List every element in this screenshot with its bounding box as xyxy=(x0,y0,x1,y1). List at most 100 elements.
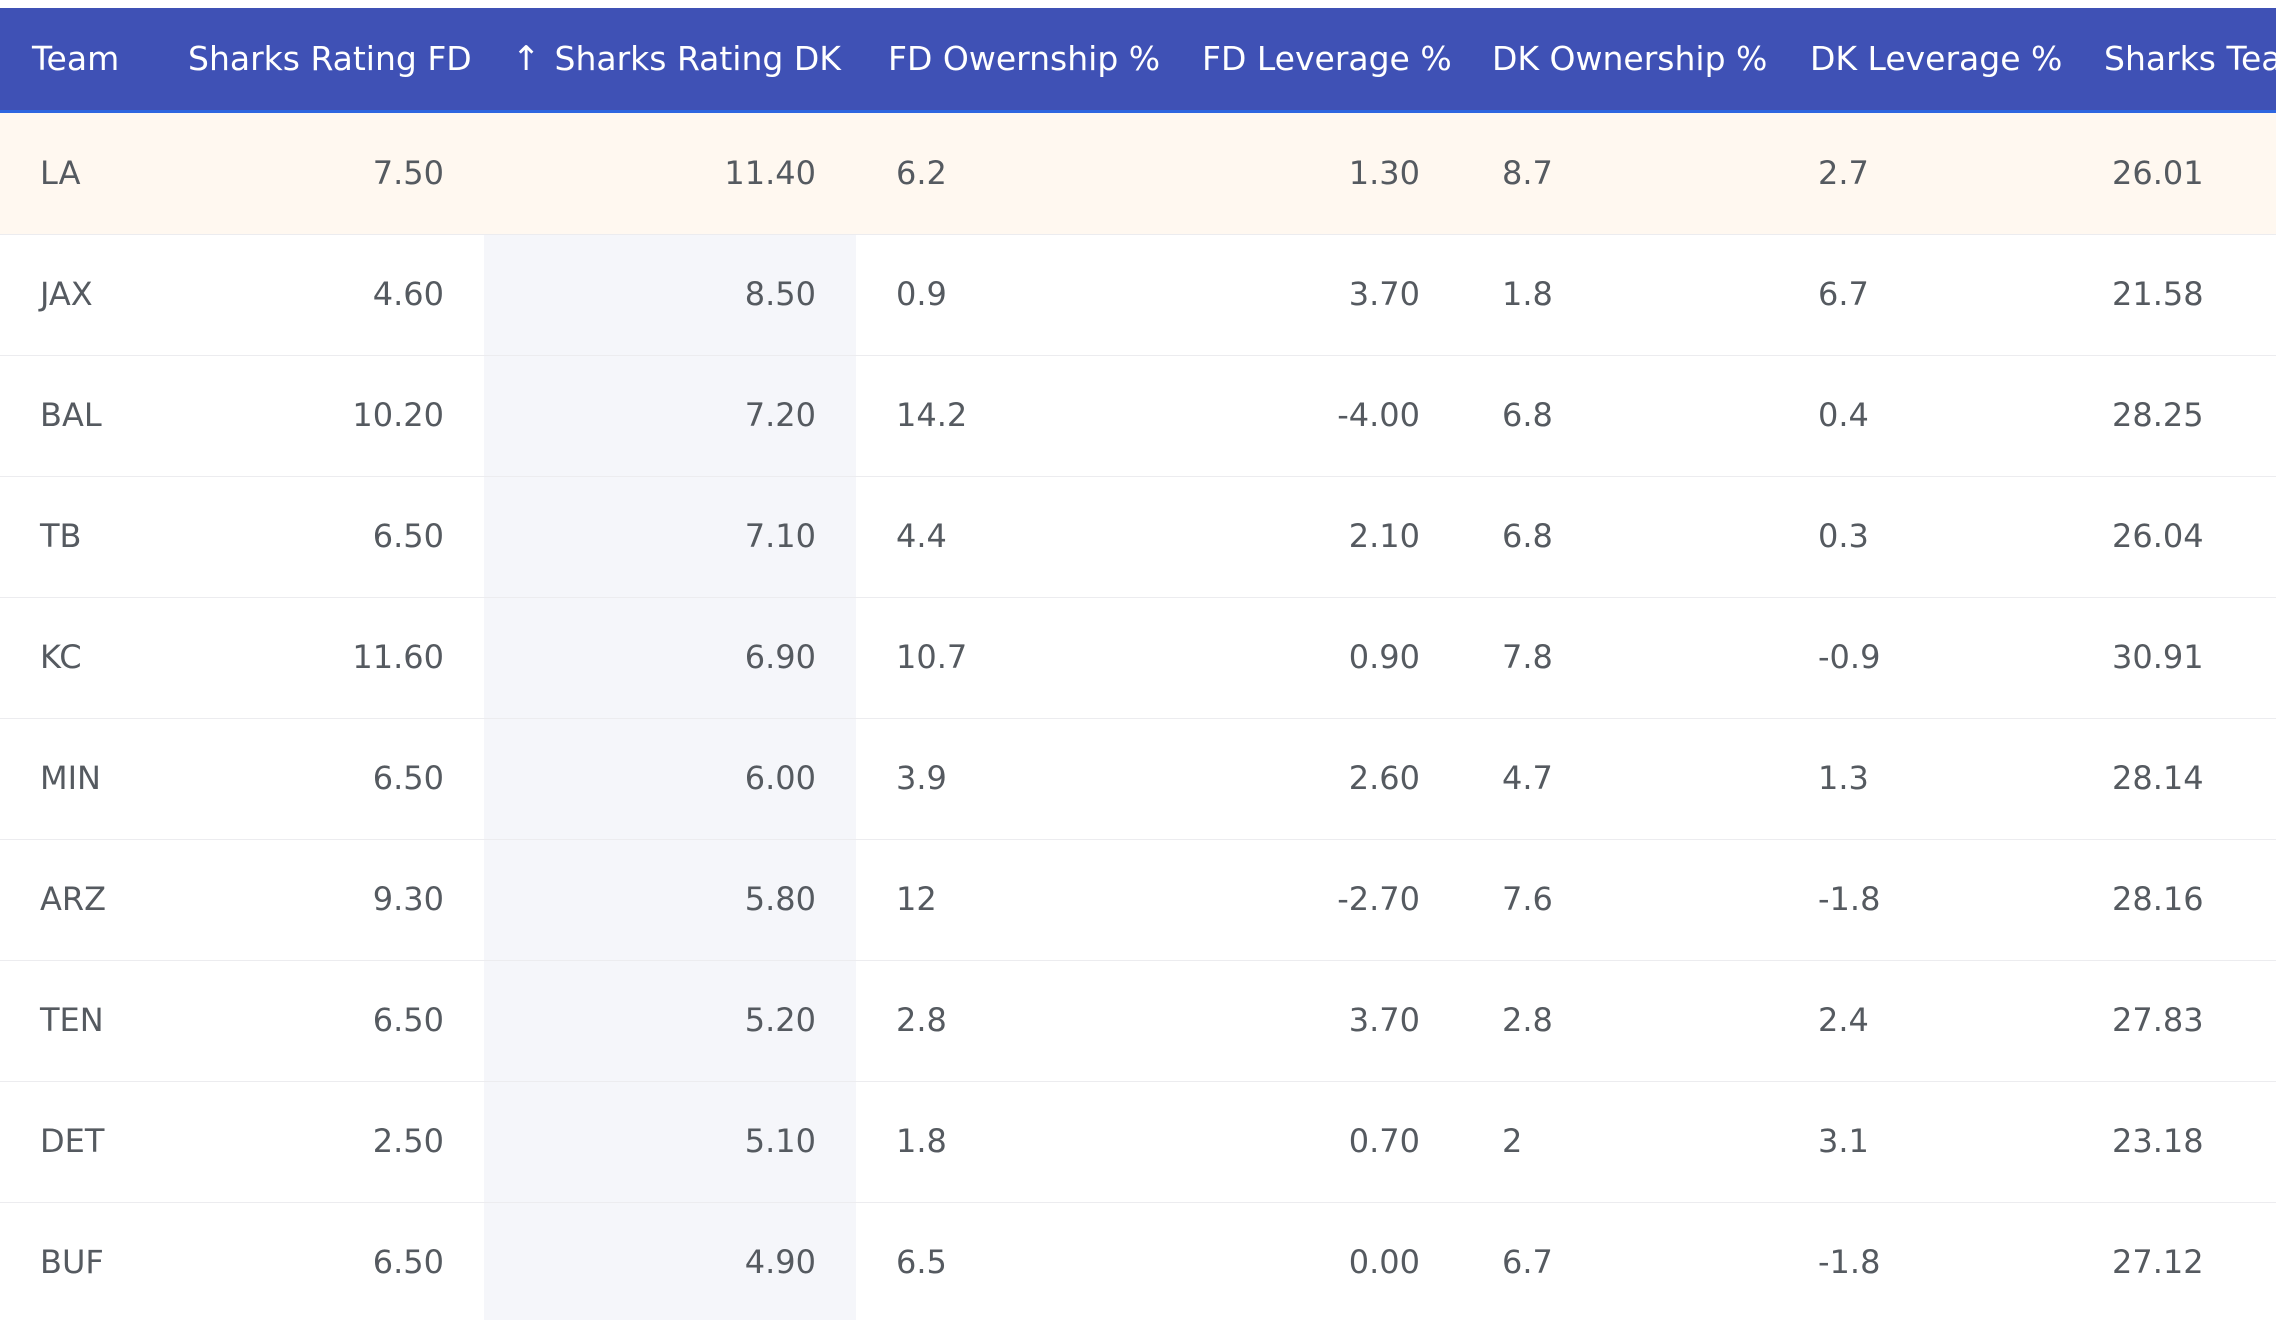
cell-sharks-rating-dk: 6.90 xyxy=(744,638,816,676)
cell-fd-ownership: 10.7 xyxy=(896,638,968,676)
cell-fd-leverage: 2.60 xyxy=(1348,759,1420,797)
cell-team: LA xyxy=(40,154,81,192)
cell-sharks-team: 30.91 xyxy=(2112,638,2204,676)
cell-sharks-team: 21.58 xyxy=(2112,275,2204,313)
cell-sharks-team: 26.01 xyxy=(2112,154,2204,192)
cell-dk-ownership: 7.6 xyxy=(1502,880,1553,918)
cell-dk-leverage: -0.9 xyxy=(1818,638,1881,676)
cell-dk-ownership: 6.8 xyxy=(1502,396,1553,434)
cell-dk-ownership: 8.7 xyxy=(1502,154,1553,192)
cell-team: TEN xyxy=(40,1001,104,1039)
cell-team: DET xyxy=(40,1122,105,1160)
column-header-label: Sharks Rating DK xyxy=(554,39,841,78)
cell-fd-leverage: 2.10 xyxy=(1348,517,1420,555)
cell-sharks-rating-fd: 7.50 xyxy=(372,154,444,192)
cell-dk-ownership: 2.8 xyxy=(1502,1001,1553,1039)
cell-dk-leverage: 2.7 xyxy=(1818,154,1869,192)
table-row[interactable]: MIN 6.50 6.00 3.9 2.60 4.7 1.3 28.14 xyxy=(0,718,2276,840)
cell-fd-leverage: 3.70 xyxy=(1348,1001,1420,1039)
cell-sharks-rating-dk: 7.20 xyxy=(744,396,816,434)
table-row[interactable]: TEN 6.50 5.20 2.8 3.70 2.8 2.4 27.83 xyxy=(0,960,2276,1082)
cell-dk-leverage: 3.1 xyxy=(1818,1122,1869,1160)
cell-team: BAL xyxy=(40,396,102,434)
cell-fd-ownership: 2.8 xyxy=(896,1001,947,1039)
cell-fd-ownership: 6.2 xyxy=(896,154,947,192)
cell-sharks-rating-fd: 2.50 xyxy=(372,1122,444,1160)
cell-dk-leverage: -1.8 xyxy=(1818,880,1881,918)
column-header-fd-ownership[interactable]: FD Owernship % xyxy=(888,39,1161,78)
cell-fd-ownership: 14.2 xyxy=(896,396,968,434)
cell-fd-ownership: 4.4 xyxy=(896,517,947,555)
column-header-team[interactable]: Team xyxy=(32,39,120,78)
column-header-sharks-rating-dk[interactable]: ↑ Sharks Rating DK xyxy=(512,8,841,110)
cell-fd-leverage: 0.00 xyxy=(1348,1243,1420,1281)
table-row[interactable]: TB 6.50 7.10 4.4 2.10 6.8 0.3 26.04 xyxy=(0,476,2276,598)
cell-sharks-rating-dk: 11.40 xyxy=(724,154,816,192)
cell-fd-ownership: 12 xyxy=(896,880,937,918)
cell-sharks-rating-fd: 6.50 xyxy=(372,759,444,797)
cell-fd-leverage: -2.70 xyxy=(1337,880,1420,918)
cell-sharks-team: 28.25 xyxy=(2112,396,2204,434)
cell-sharks-rating-dk: 5.10 xyxy=(744,1122,816,1160)
cell-sharks-rating-fd: 6.50 xyxy=(372,1243,444,1281)
cell-sharks-team: 27.83 xyxy=(2112,1001,2204,1039)
cell-sharks-rating-fd: 6.50 xyxy=(372,517,444,555)
cell-sharks-rating-dk: 5.20 xyxy=(744,1001,816,1039)
cell-sharks-rating-fd: 6.50 xyxy=(372,1001,444,1039)
cell-fd-ownership: 0.9 xyxy=(896,275,947,313)
table-row[interactable]: KC 11.60 6.90 10.7 0.90 7.8 -0.9 30.91 xyxy=(0,597,2276,719)
table-row[interactable]: DET 2.50 5.10 1.8 0.70 2 3.1 23.18 xyxy=(0,1081,2276,1203)
cell-fd-leverage: 0.90 xyxy=(1348,638,1420,676)
cell-fd-ownership: 3.9 xyxy=(896,759,947,797)
cell-sharks-rating-fd: 11.60 xyxy=(352,638,444,676)
column-header-fd-leverage[interactable]: FD Leverage % xyxy=(1202,39,1452,78)
column-header-dk-ownership[interactable]: DK Ownership % xyxy=(1492,39,1768,78)
column-header-sharks-rating-fd[interactable]: Sharks Rating FD xyxy=(188,39,472,78)
cell-dk-ownership: 2 xyxy=(1502,1122,1523,1160)
cell-fd-ownership: 6.5 xyxy=(896,1243,947,1281)
cell-dk-leverage: 2.4 xyxy=(1818,1001,1869,1039)
cell-team: JAX xyxy=(40,275,93,313)
cell-dk-leverage: 6.7 xyxy=(1818,275,1869,313)
cell-sharks-team: 27.12 xyxy=(2112,1243,2204,1281)
cell-dk-leverage: 0.4 xyxy=(1818,396,1869,434)
cell-fd-leverage: 0.70 xyxy=(1348,1122,1420,1160)
cell-sharks-rating-fd: 10.20 xyxy=(352,396,444,434)
cell-team: ARZ xyxy=(40,880,107,918)
cell-sharks-rating-dk: 4.90 xyxy=(744,1243,816,1281)
column-header-dk-leverage[interactable]: DK Leverage % xyxy=(1810,39,2063,78)
table-row[interactable]: ARZ 9.30 5.80 12 -2.70 7.6 -1.8 28.16 xyxy=(0,839,2276,961)
cell-sharks-rating-dk: 7.10 xyxy=(744,517,816,555)
cell-dk-leverage: 1.3 xyxy=(1818,759,1869,797)
cell-sharks-team: 28.14 xyxy=(2112,759,2204,797)
cell-sharks-team: 26.04 xyxy=(2112,517,2204,555)
cell-dk-ownership: 4.7 xyxy=(1502,759,1553,797)
sorted-column-highlight xyxy=(484,113,856,1320)
table-body: LA 7.50 11.40 6.2 1.30 8.7 2.7 26.01 JAX 4.60 8.50… xyxy=(0,113,2276,1320)
cell-dk-ownership: 7.8 xyxy=(1502,638,1553,676)
cell-team: TB xyxy=(40,517,82,555)
cell-dk-leverage: 0.3 xyxy=(1818,517,1869,555)
cell-dk-ownership: 6.8 xyxy=(1502,517,1553,555)
column-header-sharks-team[interactable]: Sharks Tea xyxy=(2104,39,2276,78)
table-row[interactable]: LA 7.50 11.40 6.2 1.30 8.7 2.7 26.01 xyxy=(0,113,2276,235)
cell-sharks-team: 23.18 xyxy=(2112,1122,2204,1160)
cell-dk-leverage: -1.8 xyxy=(1818,1243,1881,1281)
cell-sharks-rating-fd: 4.60 xyxy=(372,275,444,313)
cell-sharks-rating-dk: 8.50 xyxy=(744,275,816,313)
arrow-up-icon[interactable]: ↑ xyxy=(512,39,541,79)
table-row[interactable]: BUF 6.50 4.90 6.5 0.00 6.7 -1.8 27.12 xyxy=(0,1202,2276,1320)
cell-fd-leverage: 3.70 xyxy=(1348,275,1420,313)
cell-sharks-rating-dk: 6.00 xyxy=(744,759,816,797)
cell-fd-ownership: 1.8 xyxy=(896,1122,947,1160)
table-row[interactable]: JAX 4.60 8.50 0.9 3.70 1.8 6.7 21.58 xyxy=(0,234,2276,356)
cell-team: BUF xyxy=(40,1243,104,1281)
cell-team: MIN xyxy=(40,759,101,797)
table-row[interactable]: BAL 10.20 7.20 14.2 -4.00 6.8 0.4 28.25 xyxy=(0,355,2276,477)
cell-sharks-rating-dk: 5.80 xyxy=(744,880,816,918)
cell-sharks-rating-fd: 9.30 xyxy=(372,880,444,918)
table-header: Team Sharks Rating FD ↑ Sharks Rating DK … xyxy=(0,8,2276,113)
cell-dk-ownership: 6.7 xyxy=(1502,1243,1553,1281)
cell-sharks-team: 28.16 xyxy=(2112,880,2204,918)
